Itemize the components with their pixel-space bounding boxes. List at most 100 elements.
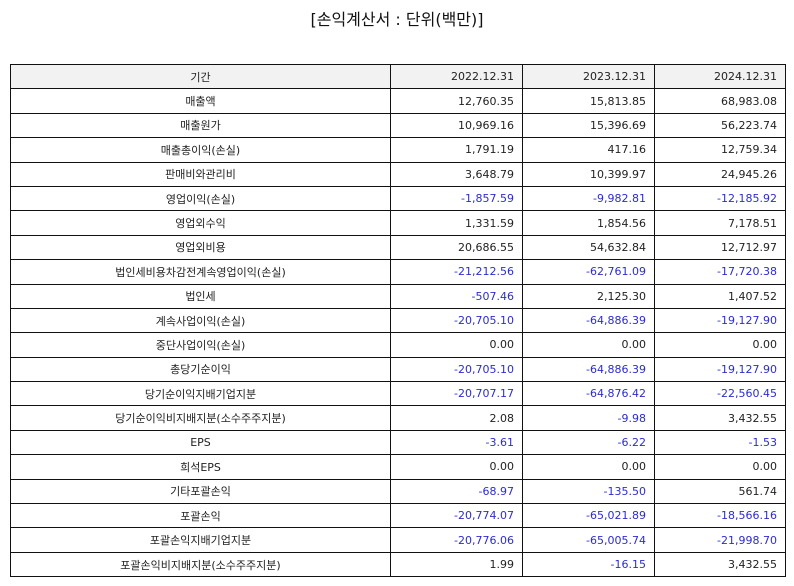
row-label: 총당기순이익: [10, 356, 391, 383]
row-value: -21,212.56: [390, 259, 523, 285]
row-label: 매출액: [10, 88, 391, 114]
row-value: -64,886.39: [522, 356, 655, 383]
row-label: 법인세비용차감전계속영업이익(손실): [10, 259, 391, 285]
row-value: 2.08: [390, 405, 523, 431]
row-value: 10,399.97: [522, 161, 655, 187]
row-value: -19,127.90: [654, 356, 786, 383]
row-label: 계속사업이익(손실): [10, 307, 391, 334]
row-label: 매출총이익(손실): [10, 137, 391, 163]
row-value: 7,178.51: [654, 210, 786, 236]
row-value: -9,982.81: [522, 185, 655, 212]
table-row: 희석EPS 0.00 0.00 0.00: [10, 454, 786, 480]
row-label: EPS: [10, 429, 391, 456]
row-value: -20,774.07: [390, 503, 523, 529]
row-value: -68.97: [390, 478, 523, 505]
row-value: 1,854.56: [522, 210, 655, 236]
row-value: -22,560.45: [654, 381, 786, 407]
table-row: 매출원가 10,969.16 15,396.69 56,223.74: [10, 112, 786, 139]
table-row: 매출총이익(손실) 1,791.19 417.16 12,759.34: [10, 137, 786, 163]
row-value: 0.00: [390, 454, 523, 480]
row-value: -20,776.06: [390, 527, 523, 553]
row-value: 15,813.85: [522, 88, 655, 114]
row-value: 10,969.16: [390, 112, 523, 139]
table-row: 판매비와관리비 3,648.79 10,399.97 24,945.26: [10, 161, 786, 187]
row-value: -17,720.38: [654, 259, 786, 285]
table-row: 매출액 12,760.35 15,813.85 68,983.08: [10, 88, 786, 114]
row-value: 20,686.55: [390, 234, 523, 261]
row-value: -1,857.59: [390, 185, 523, 212]
table-row: 법인세 -507.46 2,125.30 1,407.52: [10, 283, 786, 309]
row-value: 417.16: [522, 137, 655, 163]
page-title: [손익계산서 : 단위(백만)]: [310, 10, 484, 29]
row-value: -3.61: [390, 429, 523, 456]
row-label: 기타포괄손익: [10, 478, 391, 505]
row-value: -64,886.39: [522, 307, 655, 334]
row-value: 2,125.30: [522, 283, 655, 309]
row-value: -6.22: [522, 429, 655, 456]
row-value: 68,983.08: [654, 88, 786, 114]
row-value: -19,127.90: [654, 307, 786, 334]
row-value: 1,407.52: [654, 283, 786, 309]
row-value: -507.46: [390, 283, 523, 309]
row-value: -9.98: [522, 405, 655, 431]
row-value: -21,998.70: [654, 527, 786, 553]
row-value: 3,432.55: [654, 405, 786, 431]
table-row: 포괄손익비지배지분(소수주주지분) 1.99 -16.15 3,432.55: [10, 551, 786, 578]
row-value: -65,005.74: [522, 527, 655, 553]
row-label: 당기순이익비지배지분(소수주주지분): [10, 405, 391, 431]
header-year-2022: 2022.12.31: [390, 63, 523, 90]
row-value: 12,712.97: [654, 234, 786, 261]
row-value: 1.99: [390, 551, 523, 578]
table-row: 영업외비용 20,686.55 54,632.84 12,712.97: [10, 234, 786, 261]
row-value: -18,566.16: [654, 503, 786, 529]
row-value: 54,632.84: [522, 234, 655, 261]
row-label: 판매비와관리비: [10, 161, 391, 187]
row-value: 1,331.59: [390, 210, 523, 236]
row-value: -65,021.89: [522, 503, 655, 529]
table-row: 법인세비용차감전계속영업이익(손실) -21,212.56 -62,761.09 -1…: [10, 259, 786, 285]
row-value: -62,761.09: [522, 259, 655, 285]
table-row: 포괄손익지배기업지분 -20,776.06 -65,005.74 -21,998.70: [10, 527, 786, 553]
header-year-2024: 2024.12.31: [654, 63, 786, 90]
row-value: 0.00: [654, 332, 786, 358]
row-label: 포괄손익: [10, 503, 391, 529]
row-value: 0.00: [390, 332, 523, 358]
table-row: 계속사업이익(손실) -20,705.10 -64,886.39 -19,127.90: [10, 307, 786, 334]
header-period: 기간: [10, 63, 391, 90]
table-row: EPS -3.61 -6.22 -1.53: [10, 429, 786, 456]
row-value: 3,432.55: [654, 551, 786, 578]
table-row: 기타포괄손익 -68.97 -135.50 561.74: [10, 478, 786, 505]
row-label: 영업이익(손실): [10, 185, 391, 212]
header-year-2023: 2023.12.31: [522, 63, 655, 90]
row-value: 15,396.69: [522, 112, 655, 139]
row-value: -20,707.17: [390, 381, 523, 407]
row-value: 56,223.74: [654, 112, 786, 139]
row-value: 12,759.34: [654, 137, 786, 163]
row-value: 1,791.19: [390, 137, 523, 163]
row-value: 0.00: [654, 454, 786, 480]
row-value: -12,185.92: [654, 185, 786, 212]
row-value: -20,705.10: [390, 356, 523, 383]
row-value: 561.74: [654, 478, 786, 505]
table-header-row: 기간 2022.12.31 2023.12.31 2024.12.31: [10, 63, 786, 90]
table-row: 영업이익(손실) -1,857.59 -9,982.81 -12,185.92: [10, 185, 786, 212]
table-row: 영업외수익 1,331.59 1,854.56 7,178.51: [10, 210, 786, 236]
table-row: 당기순이익비지배지분(소수주주지분) 2.08 -9.98 3,432.55: [10, 405, 786, 431]
table-row: 총당기순이익 -20,705.10 -64,886.39 -19,127.90: [10, 356, 786, 383]
table-row: 당기순이익지배기업지분 -20,707.17 -64,876.42 -22,560.4…: [10, 381, 786, 407]
table-row: 포괄손익 -20,774.07 -65,021.89 -18,566.16: [10, 503, 786, 529]
table-row: 중단사업이익(손실) 0.00 0.00 0.00: [10, 332, 786, 358]
row-label: 희석EPS: [10, 454, 391, 480]
row-label: 포괄손익지배기업지분: [10, 527, 391, 553]
row-value: -20,705.10: [390, 307, 523, 334]
row-value: -135.50: [522, 478, 655, 505]
row-value: 0.00: [522, 454, 655, 480]
row-value: 24,945.26: [654, 161, 786, 187]
row-value: 12,760.35: [390, 88, 523, 114]
row-value: 3,648.79: [390, 161, 523, 187]
row-value: -1.53: [654, 429, 786, 456]
row-label: 매출원가: [10, 112, 391, 139]
row-value: -64,876.42: [522, 381, 655, 407]
row-label: 영업외수익: [10, 210, 391, 236]
row-label: 영업외비용: [10, 234, 391, 261]
